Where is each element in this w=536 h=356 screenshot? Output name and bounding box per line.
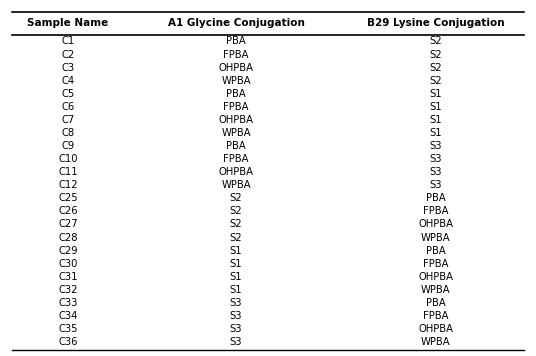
Text: PBA: PBA [226, 141, 246, 151]
Text: B29 Lysine Conjugation: B29 Lysine Conjugation [367, 19, 505, 28]
Text: S1: S1 [430, 102, 442, 112]
Text: S1: S1 [430, 128, 442, 138]
Text: C2: C2 [62, 49, 75, 59]
Text: OHPBA: OHPBA [419, 324, 453, 334]
Text: S2: S2 [430, 76, 442, 86]
Text: C12: C12 [58, 180, 78, 190]
Text: S1: S1 [230, 259, 242, 269]
Text: OHPBA: OHPBA [219, 167, 254, 177]
Text: A1 Glycine Conjugation: A1 Glycine Conjugation [168, 19, 304, 28]
Text: C32: C32 [58, 285, 78, 295]
Text: FPBA: FPBA [224, 154, 249, 164]
Text: PBA: PBA [426, 193, 446, 203]
Text: C33: C33 [58, 298, 78, 308]
Text: S2: S2 [230, 193, 242, 203]
Text: C26: C26 [58, 206, 78, 216]
Text: S2: S2 [230, 206, 242, 216]
Text: C28: C28 [58, 232, 78, 242]
Text: WPBA: WPBA [221, 76, 251, 86]
Text: C7: C7 [62, 115, 75, 125]
Text: FPBA: FPBA [423, 311, 449, 321]
Text: WPBA: WPBA [421, 285, 451, 295]
Text: C36: C36 [58, 337, 78, 347]
Text: OHPBA: OHPBA [219, 63, 254, 73]
Text: WPBA: WPBA [421, 337, 451, 347]
Text: C11: C11 [58, 167, 78, 177]
Text: C10: C10 [58, 154, 78, 164]
Text: C31: C31 [58, 272, 78, 282]
Text: S2: S2 [230, 219, 242, 230]
Text: S1: S1 [430, 89, 442, 99]
Text: S3: S3 [230, 324, 242, 334]
Text: C4: C4 [62, 76, 75, 86]
Text: S3: S3 [230, 311, 242, 321]
Text: PBA: PBA [426, 246, 446, 256]
Text: S3: S3 [430, 141, 442, 151]
Text: PBA: PBA [426, 298, 446, 308]
Text: S1: S1 [230, 272, 242, 282]
Text: PBA: PBA [226, 89, 246, 99]
Text: FPBA: FPBA [224, 102, 249, 112]
Text: C25: C25 [58, 193, 78, 203]
Text: S2: S2 [430, 63, 442, 73]
Text: C5: C5 [62, 89, 75, 99]
Text: C29: C29 [58, 246, 78, 256]
Text: S3: S3 [230, 337, 242, 347]
Text: C1: C1 [62, 36, 75, 47]
Text: C30: C30 [58, 259, 78, 269]
Text: S2: S2 [230, 232, 242, 242]
Text: S3: S3 [430, 154, 442, 164]
Text: C27: C27 [58, 219, 78, 230]
Text: S2: S2 [430, 36, 442, 47]
Text: S1: S1 [230, 285, 242, 295]
Text: S3: S3 [230, 298, 242, 308]
Text: WPBA: WPBA [421, 232, 451, 242]
Text: WPBA: WPBA [221, 128, 251, 138]
Text: C35: C35 [58, 324, 78, 334]
Text: OHPBA: OHPBA [419, 219, 453, 230]
Text: FPBA: FPBA [224, 49, 249, 59]
Text: S3: S3 [430, 167, 442, 177]
Text: FPBA: FPBA [423, 206, 449, 216]
Text: C34: C34 [58, 311, 78, 321]
Text: FPBA: FPBA [423, 259, 449, 269]
Text: C8: C8 [62, 128, 75, 138]
Text: S2: S2 [430, 49, 442, 59]
Text: PBA: PBA [226, 36, 246, 47]
Text: OHPBA: OHPBA [419, 272, 453, 282]
Text: S1: S1 [230, 246, 242, 256]
Text: Sample Name: Sample Name [27, 19, 109, 28]
Text: S1: S1 [430, 115, 442, 125]
Text: WPBA: WPBA [221, 180, 251, 190]
Text: S3: S3 [430, 180, 442, 190]
Text: OHPBA: OHPBA [219, 115, 254, 125]
Text: C9: C9 [62, 141, 75, 151]
Text: C3: C3 [62, 63, 75, 73]
Text: C6: C6 [62, 102, 75, 112]
